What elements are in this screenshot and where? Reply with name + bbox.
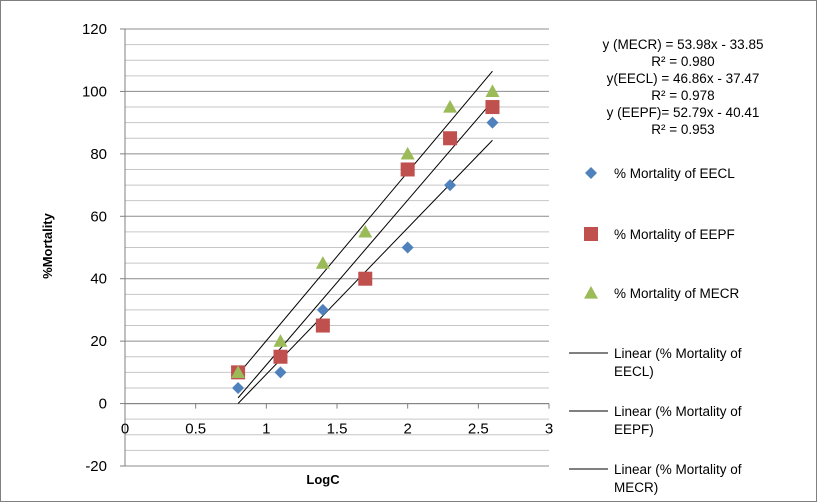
legend-marker: [585, 167, 597, 179]
data-point: [444, 179, 457, 192]
y-tick-label: 100: [82, 83, 107, 100]
legend-label: Linear (% Mortality of: [614, 404, 742, 419]
x-tick-label: 1: [262, 421, 270, 438]
data-point: [231, 365, 246, 378]
y-tick-label: 60: [90, 208, 107, 225]
trendline-equation: R² = 0.980: [651, 54, 714, 69]
trendline-equation: R² = 0.953: [651, 122, 714, 137]
data-point: [485, 100, 500, 115]
legend-label: % Mortality of EEPF: [614, 227, 735, 242]
legend-label: MECR): [614, 480, 658, 495]
data-point: [315, 256, 330, 269]
trendline-equation: y(EECL) = 46.86x - 37.47: [607, 71, 760, 86]
data-point: [273, 349, 288, 364]
data-point: [358, 271, 373, 286]
axis-layer: -20 0 20 40 60 80 100 120 0 0.5 1 1.5 2 2.5 3: [82, 21, 553, 475]
data-point: [273, 334, 288, 347]
data-point: [232, 381, 245, 394]
data-point-layer: [231, 84, 500, 394]
legend-label: Linear (% Mortality of: [614, 346, 742, 361]
x-tick-label: 0: [121, 421, 129, 438]
legend: % Mortality of EECL % Mortality of EEPF % …: [569, 166, 742, 495]
y-axis-title: %Mortality: [40, 212, 55, 279]
data-point: [486, 116, 499, 129]
x-tick-label: 0.5: [185, 421, 206, 438]
y-tick-label: 80: [90, 146, 107, 163]
legend-label: EEPF): [614, 422, 654, 437]
trendline-equation: R² = 0.978: [651, 88, 714, 103]
legend-marker: [584, 286, 598, 299]
x-tick-label: 2.5: [468, 421, 489, 438]
data-point: [400, 146, 415, 160]
data-point: [316, 303, 329, 316]
y-tick-label: 120: [82, 21, 107, 38]
trendline-equation: y (MECR) = 53.98x - 33.85: [603, 37, 764, 52]
legend-label: Linear (% Mortality of: [614, 462, 742, 477]
data-point: [315, 318, 330, 333]
x-tick-label: 2: [403, 421, 411, 438]
y-tick-label: 20: [90, 333, 107, 350]
trendline-equation: y (EEPF)= 52.79x - 40.41: [607, 105, 760, 120]
x-axis-title: LogC: [306, 472, 340, 487]
data-point: [274, 366, 287, 379]
y-tick-label: 0: [99, 396, 107, 413]
trendline-equations: y (MECR) = 53.98x - 33.85 R² = 0.980 y(EEC…: [603, 37, 764, 137]
legend-label: EECL): [614, 364, 654, 379]
data-point: [400, 162, 415, 177]
x-tick-label: 1.5: [327, 421, 348, 438]
trendline: [237, 70, 493, 375]
legend-label: % Mortality of EECL: [614, 166, 735, 181]
data-point: [485, 84, 500, 98]
data-point: [358, 224, 373, 238]
data-point: [443, 131, 458, 146]
legend-label: % Mortality of MECR: [614, 286, 740, 301]
y-tick-label: 40: [90, 271, 107, 288]
legend-marker: [584, 227, 598, 241]
y-tick-label: -20: [85, 458, 107, 475]
trendline: [237, 100, 493, 399]
data-point: [401, 241, 414, 254]
data-point: [443, 100, 458, 113]
grid-layer: [125, 28, 549, 467]
x-tick-label: 3: [545, 421, 553, 438]
